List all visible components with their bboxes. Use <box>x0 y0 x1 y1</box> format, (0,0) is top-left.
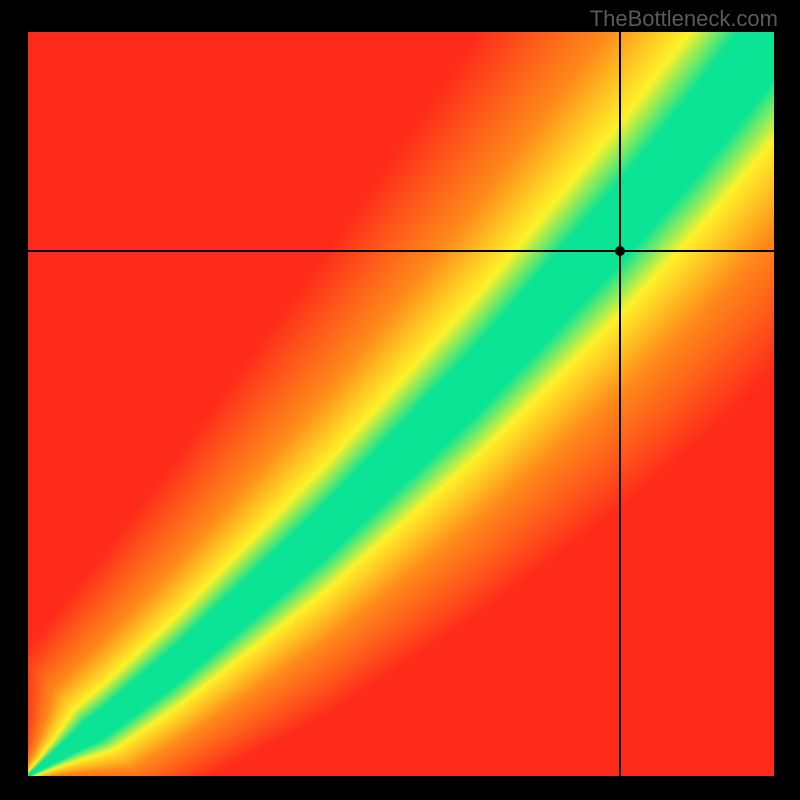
watermark-text: TheBottleneck.com <box>590 6 778 32</box>
crosshair-vertical-line <box>619 32 621 776</box>
bottleneck-heatmap <box>28 32 774 776</box>
crosshair-horizontal-line <box>28 250 774 252</box>
